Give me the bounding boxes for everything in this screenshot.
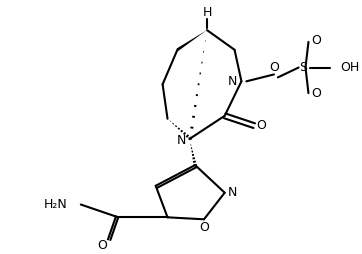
Text: O: O xyxy=(199,221,209,234)
Text: O: O xyxy=(311,87,321,100)
Polygon shape xyxy=(177,30,207,51)
Text: H: H xyxy=(202,6,212,19)
Text: O: O xyxy=(269,61,279,74)
Text: N: N xyxy=(228,75,237,88)
Text: O: O xyxy=(311,35,321,47)
Text: N: N xyxy=(228,186,237,199)
Text: OH: OH xyxy=(340,61,359,74)
Text: N: N xyxy=(177,134,186,147)
Text: H₂N: H₂N xyxy=(43,198,67,211)
Text: S: S xyxy=(299,61,308,74)
Text: O: O xyxy=(97,240,108,252)
Text: O: O xyxy=(256,119,266,132)
